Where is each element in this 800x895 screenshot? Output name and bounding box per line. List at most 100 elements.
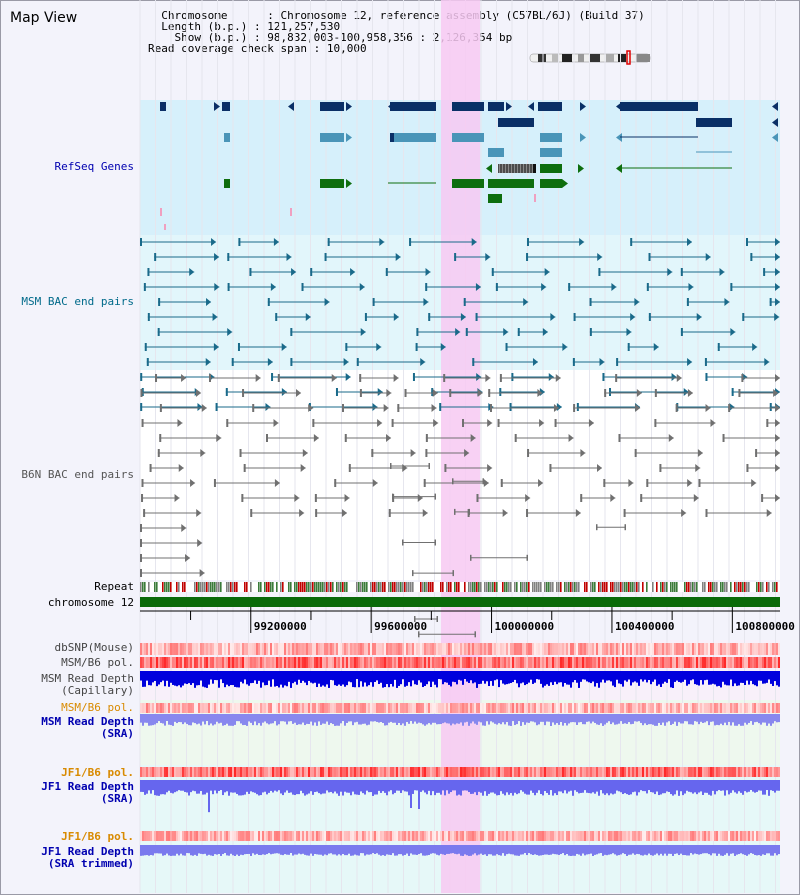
- pol-band-cell: [516, 657, 518, 668]
- track-label-msm-bac[interactable]: MSM BAC end pairs: [21, 295, 134, 308]
- pol-band-cell: [274, 657, 276, 668]
- bac-end: [775, 464, 780, 472]
- depth-bar: [616, 845, 618, 856]
- depth-bar: [590, 714, 592, 724]
- depth-bar: [592, 780, 594, 793]
- depth-bar: [536, 845, 538, 855]
- pol-band-cell: [766, 767, 768, 777]
- bac-end: [402, 539, 404, 546]
- pol-band-cell: [140, 767, 142, 777]
- depth-bar: [498, 671, 500, 688]
- pol-band-cell: [716, 643, 718, 655]
- msm-depth-sra-line1: MSM Read Depth: [41, 715, 134, 728]
- pol-band-cell: [228, 643, 230, 655]
- msm-bac-pairs[interactable]: [140, 238, 780, 411]
- depth-bar: [424, 780, 426, 793]
- repeat-element: [776, 582, 778, 592]
- read-depth-plots[interactable]: [140, 671, 780, 856]
- depth-bar: [278, 845, 280, 854]
- pol-band-cell: [598, 657, 600, 668]
- depth-bar: [316, 780, 318, 792]
- pol-band-cell: [638, 703, 640, 713]
- depth-bar: [360, 845, 362, 854]
- depth-bar: [142, 780, 144, 792]
- pol-band-cell: [582, 831, 584, 841]
- polymorphism-bands[interactable]: [140, 643, 780, 841]
- depth-bar: [168, 780, 170, 791]
- depth-bar: [528, 671, 530, 683]
- highlight-region[interactable]: [440, 0, 481, 893]
- bac-end: [273, 238, 279, 246]
- depth-bar: [728, 845, 730, 856]
- repeat-element: [626, 582, 628, 592]
- bac-end: [431, 388, 434, 396]
- pol-band-cell: [210, 657, 212, 668]
- depth-bar: [546, 845, 548, 855]
- pol-band-cell: [442, 767, 444, 777]
- depth-bar: [544, 845, 546, 855]
- refseq-genes[interactable]: [160, 102, 778, 230]
- pol-band-cell: [528, 767, 530, 777]
- pol-band-cell: [678, 831, 680, 841]
- track-label-refseq[interactable]: RefSeq Genes: [54, 160, 134, 173]
- pol-band-cell: [778, 767, 780, 777]
- track-label-b6n-bac[interactable]: B6N BAC end pairs: [21, 468, 134, 481]
- bac-end: [200, 449, 206, 457]
- pol-band-cell: [520, 767, 522, 777]
- pol-band-cell: [538, 657, 540, 668]
- pol-band-cell: [752, 657, 754, 668]
- depth-bar: [744, 671, 746, 685]
- depth-bar: [270, 845, 272, 855]
- depth-bar: [300, 845, 302, 855]
- depth-bar: [596, 714, 598, 725]
- pol-band-cell: [406, 831, 408, 841]
- pol-band-cell: [600, 831, 602, 841]
- depth-bar: [154, 780, 156, 796]
- pol-band-cell: [628, 767, 630, 777]
- pol-band-cell: [586, 703, 588, 713]
- depth-bar: [354, 845, 356, 855]
- pol-band-cell: [430, 643, 432, 655]
- pol-band-cell: [338, 643, 340, 655]
- bac-end: [149, 464, 152, 472]
- repeat-element: [210, 582, 212, 592]
- depth-bar: [186, 780, 188, 793]
- repeat-element: [230, 582, 232, 592]
- pol-band-cell: [352, 831, 354, 841]
- depth-bar: [632, 714, 634, 724]
- repeat-track[interactable]: [140, 582, 780, 592]
- depth-bar: [296, 671, 298, 685]
- depth-bar: [350, 714, 352, 722]
- pol-band-cell: [450, 703, 452, 713]
- pol-band-cell: [186, 831, 188, 841]
- pol-band-cell: [656, 643, 658, 655]
- depth-bar: [230, 714, 232, 726]
- pol-band-cell: [226, 703, 228, 713]
- pol-band-cell: [426, 767, 428, 777]
- pol-band-cell: [660, 657, 662, 668]
- pol-band-cell: [734, 703, 736, 713]
- pol-band-cell: [274, 767, 276, 777]
- pol-band-cell: [310, 831, 312, 841]
- pol-band-cell: [262, 767, 264, 777]
- repeat-element: [736, 582, 738, 592]
- bac-end: [227, 328, 233, 336]
- depth-bar: [380, 714, 382, 723]
- depth-bar: [614, 714, 616, 725]
- depth-bar: [156, 780, 158, 796]
- bac-end: [376, 343, 382, 351]
- pol-band-cell: [392, 767, 394, 777]
- repeat-element: [280, 582, 282, 592]
- depth-bar: [542, 845, 544, 856]
- b6n-bac-pairs[interactable]: [140, 374, 780, 653]
- chromosome-bar[interactable]: [140, 597, 780, 607]
- depth-bar: [456, 845, 458, 855]
- pol-band-cell: [778, 657, 780, 668]
- gene-arrow: [772, 118, 778, 127]
- pol-band-cell: [676, 767, 678, 777]
- depth-bar: [414, 780, 416, 791]
- depth-bar: [458, 714, 460, 724]
- bac-end: [344, 494, 350, 502]
- pol-band-cell: [192, 831, 194, 841]
